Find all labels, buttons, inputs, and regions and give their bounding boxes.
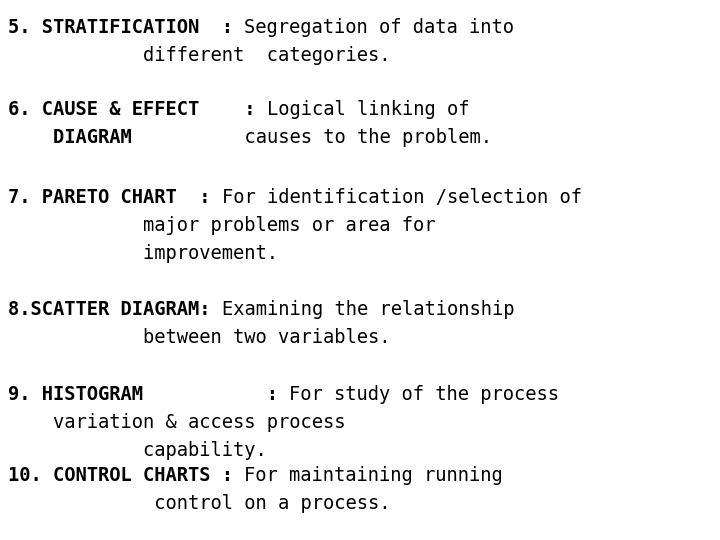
Text: 8.SCATTER DIAGRAM:: 8.SCATTER DIAGRAM: [8,300,222,319]
Text: between two variables.: between two variables. [8,328,390,347]
Text: DIAGRAM: DIAGRAM [8,128,132,147]
Text: different  categories.: different categories. [8,46,390,65]
Text: variation & access process: variation & access process [8,413,346,432]
Text: For identification /selection of: For identification /selection of [222,188,582,207]
Text: causes to the problem.: causes to the problem. [132,128,492,147]
Text: 7. PARETO CHART  :: 7. PARETO CHART : [8,188,222,207]
Text: control on a process.: control on a process. [8,494,390,513]
Text: Examining the relationship: Examining the relationship [222,300,514,319]
Text: improvement.: improvement. [8,244,278,263]
Text: major problems or area for: major problems or area for [8,216,436,235]
Text: Segregation of data into: Segregation of data into [244,18,514,37]
Text: capability.: capability. [8,441,266,460]
Text: 9. HISTOGRAM           :: 9. HISTOGRAM : [8,385,289,404]
Text: For study of the process: For study of the process [289,385,559,404]
Text: 6. CAUSE & EFFECT    :: 6. CAUSE & EFFECT : [8,100,266,119]
Text: 5. STRATIFICATION  :: 5. STRATIFICATION : [8,18,244,37]
Text: Logical linking of: Logical linking of [266,100,469,119]
Text: For maintaining running: For maintaining running [244,466,503,485]
Text: 10. CONTROL CHARTS :: 10. CONTROL CHARTS : [8,466,244,485]
